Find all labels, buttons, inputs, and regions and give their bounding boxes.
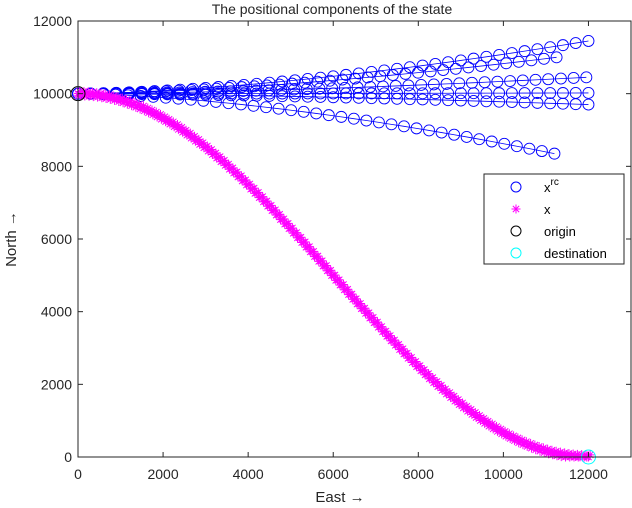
y-axis-label: North → [3,211,20,267]
legend-item: x [511,202,551,217]
svg-text:destination: destination [544,246,607,261]
svg-text:x: x [544,202,551,217]
x-trajectory [73,86,595,462]
plot-area [70,35,596,465]
x-tick-label: 2000 [147,466,178,482]
axes: 0 2000 4000 6000 8000 10000 12000 0 2000 4000 6000… [33,13,632,482]
legend-item: destination [510,246,607,261]
y-tick-label: 12000 [33,13,72,29]
y-tick-label: 2000 [41,376,72,392]
x-tick-label: 6000 [318,466,349,482]
y-tick-label: 4000 [41,304,72,320]
x-tick-label: 4000 [233,466,264,482]
rc-trajectory [72,87,595,111]
x-tick-label: 12000 [569,466,608,482]
x-tick-label: 8000 [403,466,434,482]
y-tick-label: 6000 [41,231,72,247]
chart-title: The positional components of the state [212,1,453,17]
x-axis-label: East → [315,489,364,506]
svg-text:origin: origin [544,224,576,239]
legend-item: origin [510,224,576,239]
y-tick-label: 8000 [41,158,72,174]
x-tick-label: 10000 [484,466,523,482]
y-tick-label: 10000 [33,86,72,102]
y-tick-label: 0 [64,449,72,465]
x-tick-label: 0 [74,466,82,482]
